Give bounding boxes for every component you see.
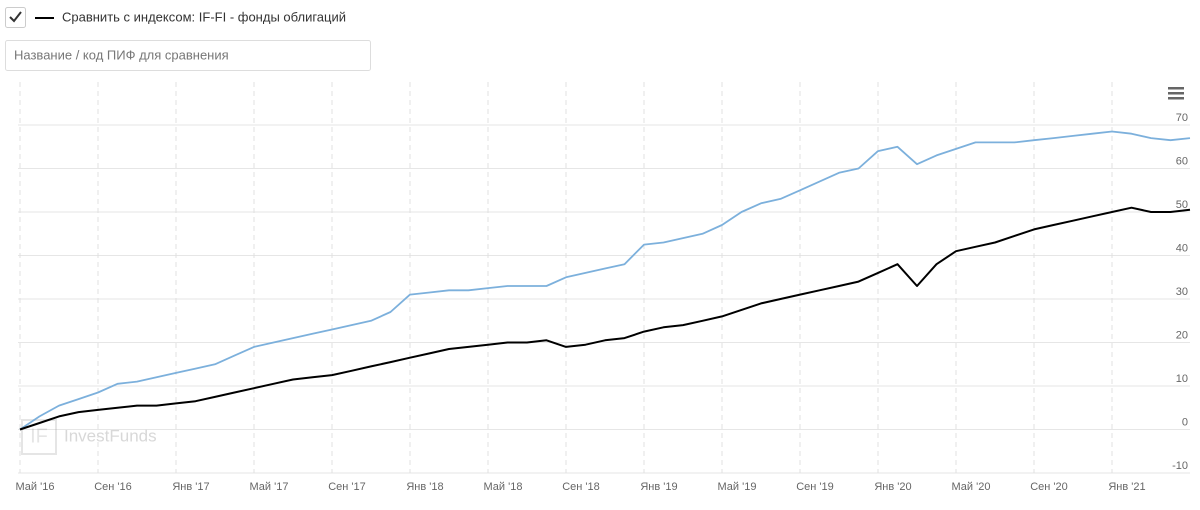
x-tick-label: Май '20 — [952, 481, 991, 493]
checkmark — [9, 11, 22, 23]
watermark-logo: IF — [21, 419, 57, 455]
x-tick-label: Янв '19 — [640, 481, 677, 493]
watermark: InvestFunds — [64, 426, 157, 445]
y-tick-label: -10 — [1172, 460, 1188, 472]
x-tick-label: Май '17 — [250, 481, 289, 493]
y-tick-label: 20 — [1176, 329, 1188, 341]
y-tick-label: 70 — [1176, 112, 1188, 124]
menu-bar — [1168, 97, 1184, 100]
x-tick-label: Май '16 — [16, 481, 55, 493]
x-tick-label: Май '19 — [718, 481, 757, 493]
series-line — [19, 130, 1191, 431]
x-tick-label: Сен '19 — [796, 481, 834, 493]
x-tick-label: Янв '21 — [1108, 481, 1145, 493]
y-tick-label: 10 — [1176, 373, 1188, 385]
y-tick-label: 60 — [1176, 155, 1188, 167]
menu-bar — [1168, 92, 1184, 95]
x-tick-label: Май '18 — [484, 481, 523, 493]
menu-bar — [1168, 87, 1184, 90]
x-tick-label: Сен '18 — [562, 481, 600, 493]
menu-icon[interactable] — [1168, 87, 1184, 100]
x-tick-label: Сен '20 — [1030, 481, 1068, 493]
logo-mark: IF — [30, 425, 48, 447]
search-input[interactable] — [5, 40, 371, 71]
y-tick-label: 0 — [1182, 416, 1188, 428]
series-line — [19, 206, 1191, 431]
x-tick-label: Сен '16 — [94, 481, 132, 493]
x-tick-label: Янв '18 — [406, 481, 443, 493]
y-tick-label: 50 — [1176, 199, 1188, 211]
compare-label[interactable]: Сравнить с индексом: IF-FI - фонды облиг… — [62, 9, 346, 24]
x-tick-label: Янв '20 — [874, 481, 911, 493]
y-tick-label: 40 — [1176, 242, 1188, 254]
y-tick-label: 30 — [1176, 286, 1188, 298]
x-tick-label: Сен '17 — [328, 481, 366, 493]
x-tick-label: Янв '17 — [172, 481, 209, 493]
search-placeholder: Название / код ПИФ для сравнения — [14, 47, 229, 62]
logo-box — [21, 419, 57, 455]
